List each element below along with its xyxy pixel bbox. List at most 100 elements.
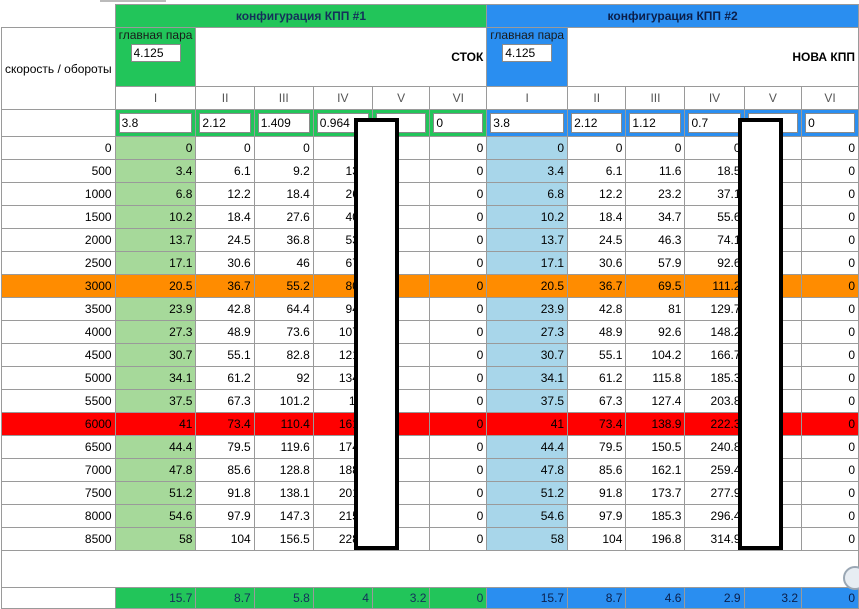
config2-ratio-cell-2	[567, 109, 627, 137]
table-row: 00000000000	[1, 136, 859, 160]
config1-main-pair-input[interactable]	[130, 44, 181, 62]
config2-speed-gear-3: 92.6	[625, 320, 686, 344]
config1-speed-gear-2: 42.8	[195, 297, 255, 321]
config1-speed-gear-1: 0	[114, 136, 197, 160]
config2-speed-gear-4: 55.6	[684, 205, 745, 229]
config1-gear-header-6: VI	[429, 86, 488, 110]
config1-speed-gear-6: 0	[429, 343, 488, 367]
config1-ratio-input-gear-2[interactable]	[199, 113, 251, 133]
config2-speed-gear-3: 115.8	[625, 366, 686, 390]
config1-ratio-input-gear-1[interactable]	[118, 113, 193, 133]
config1-gear-header-3: III	[253, 86, 314, 110]
config2-speed-gear-4: 222.3	[684, 412, 745, 436]
config2-speed-gear-1: 34.1	[486, 366, 569, 390]
config1-speed-gear-3: 73.6	[253, 320, 314, 344]
config2-title: конфигурация КПП #2	[486, 4, 859, 28]
config1-ratio-cell-3	[253, 109, 314, 137]
config1-speed-gear-6: 0	[429, 320, 488, 344]
config1-speed-gear-6: 0	[429, 251, 488, 275]
config1-speed-gear-2: 91.8	[195, 481, 255, 505]
config1-footer-gear-3: 5.8	[253, 587, 314, 609]
config2-ratio-cell-3	[625, 109, 686, 137]
config2-speed-gear-6: 0	[801, 228, 859, 252]
config1-speed-gear-2: 6.1	[195, 159, 255, 183]
config2-footer-gear-2: 8.7	[567, 587, 627, 609]
config2-ratio-input-gear-1[interactable]	[490, 113, 565, 133]
config2-speed-gear-6: 0	[801, 412, 859, 436]
config2-ratio-input-gear-4[interactable]	[688, 113, 741, 133]
config2-speed-gear-2: 18.4	[567, 205, 627, 229]
config2-footer-gear-5: 3.2	[743, 587, 803, 609]
config2-gear-header-4: IV	[684, 86, 745, 110]
config2-speed-gear-4: 37.1	[684, 182, 745, 206]
config1-name: СТОК	[195, 27, 488, 87]
rpm-cell: 500	[1, 159, 116, 183]
config1-ratio-input-gear-3[interactable]	[257, 113, 310, 133]
config2-speed-gear-6: 0	[801, 504, 859, 528]
config1-speed-gear-1: 47.8	[114, 458, 197, 482]
config2-speed-gear-1: 10.2	[486, 205, 569, 229]
config2-main-pair-input[interactable]	[502, 44, 553, 62]
config2-ratio-input-gear-6[interactable]	[805, 113, 855, 133]
config2-speed-gear-3: 138.9	[625, 412, 686, 436]
config1-speed-gear-3: 128.8	[253, 458, 314, 482]
config1-ratio-input-gear-6[interactable]	[433, 113, 484, 133]
config2-speed-gear-2: 42.8	[567, 297, 627, 321]
config2-speed-gear-3: 69.5	[625, 274, 686, 298]
config2-ratio-input-gear-2[interactable]	[571, 113, 623, 133]
config2-footer-gear-3: 4.6	[625, 587, 686, 609]
config2-speed-gear-3: 173.7	[625, 481, 686, 505]
spacer-cell	[1, 550, 859, 588]
config2-speed-gear-2: 73.4	[567, 412, 627, 436]
top-decoration-line	[100, 0, 166, 2]
config2-speed-gear-1: 30.7	[486, 343, 569, 367]
rpm-cell: 8500	[1, 527, 116, 551]
config2-speed-gear-3: 185.3	[625, 504, 686, 528]
config1-gear5-mask	[354, 118, 399, 550]
config1-main-pair-label: главная пара	[118, 28, 193, 43]
config2-speed-gear-6: 0	[801, 343, 859, 367]
config1-ratio-cell-2	[195, 109, 255, 137]
config1-speed-gear-1: 3.4	[114, 159, 197, 183]
rpm-cell: 6500	[1, 435, 116, 459]
magnifier-icon[interactable]	[843, 566, 859, 590]
config1-speed-gear-2: 55.1	[195, 343, 255, 367]
rpm-cell: 1000	[1, 182, 116, 206]
config2-speed-gear-2: 104	[567, 527, 627, 551]
config1-speed-gear-3: 18.4	[253, 182, 314, 206]
config1-speed-gear-2: 36.7	[195, 274, 255, 298]
config1-ratio-cell-6	[429, 109, 488, 137]
config2-speed-gear-4: 92.6	[684, 251, 745, 275]
config1-speed-gear-6: 0	[429, 412, 488, 436]
config2-main-pair: главная пара	[486, 27, 569, 87]
rpm-cell: 4000	[1, 320, 116, 344]
config1-speed-gear-3: 27.6	[253, 205, 314, 229]
config2-ratio-input-gear-3[interactable]	[629, 113, 682, 133]
config1-speed-gear-2: 0	[195, 136, 255, 160]
config2-speed-gear-4: 18.5	[684, 159, 745, 183]
config2-speed-gear-3: 162.1	[625, 458, 686, 482]
config2-speed-gear-4: 259.4	[684, 458, 745, 482]
config2-speed-gear-1: 23.9	[486, 297, 569, 321]
config1-speed-gear-6: 0	[429, 481, 488, 505]
config1-speed-gear-3: 55.2	[253, 274, 314, 298]
config2-ratio-cell-1	[486, 109, 569, 137]
config1-speed-gear-2: 18.4	[195, 205, 255, 229]
config2-speed-gear-2: 30.6	[567, 251, 627, 275]
config2-speed-gear-1: 27.3	[486, 320, 569, 344]
table-row: 650044.479.5119.6174.9044.479.5150.5240.…	[1, 435, 859, 459]
config1-speed-gear-6: 0	[429, 435, 488, 459]
config2-speed-gear-6: 0	[801, 251, 859, 275]
config1-ratio-cell-1	[114, 109, 197, 137]
config2-speed-gear-4: 277.9	[684, 481, 745, 505]
config1-speed-gear-1: 41	[114, 412, 197, 436]
config2-speed-gear-6: 0	[801, 159, 859, 183]
rpm-cell: 1500	[1, 205, 116, 229]
